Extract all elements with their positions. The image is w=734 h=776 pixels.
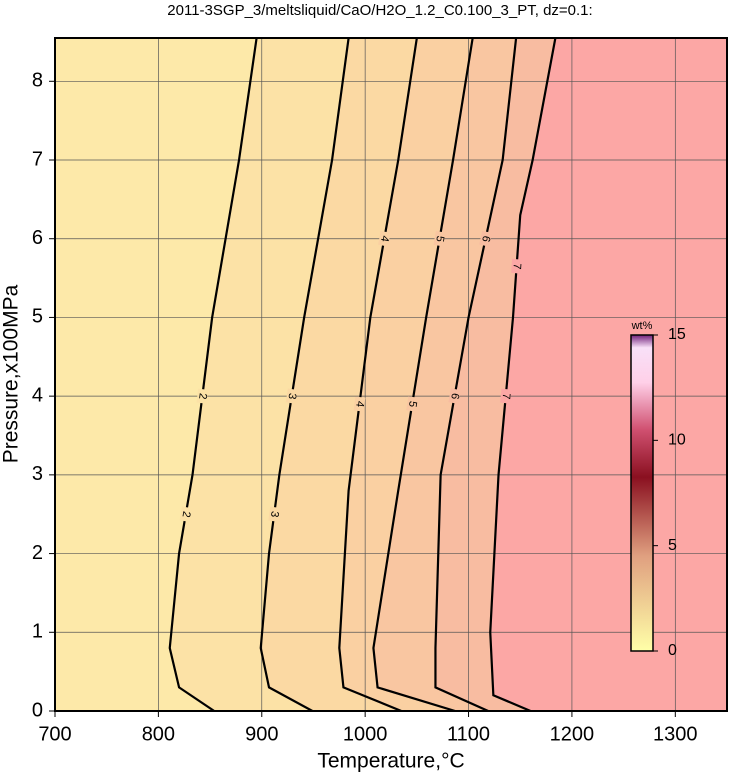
- y-tick-label: 0: [32, 699, 43, 721]
- contour-label: 6: [479, 234, 492, 243]
- x-axis-label: Temperature,°C: [317, 750, 464, 773]
- x-tick-label: 1200: [550, 723, 595, 745]
- x-tick-label: 700: [38, 723, 71, 745]
- y-tick-label: 6: [32, 227, 43, 249]
- y-tick-label: 1: [32, 621, 43, 643]
- contour-band: [55, 38, 257, 711]
- contour-band: [435, 38, 556, 711]
- y-tick-label: 3: [32, 463, 43, 485]
- contour-label-bg: [511, 258, 523, 274]
- colorbar-tick-label: 0: [668, 642, 677, 659]
- y-tick-label: 5: [32, 306, 43, 328]
- contour-band: [490, 38, 727, 711]
- contour-label: 7: [511, 263, 523, 270]
- contour-band: [260, 38, 417, 711]
- colorbar-label: wt%: [631, 320, 653, 332]
- x-tick-label: 1000: [343, 723, 388, 745]
- contour-label-bg: [448, 388, 461, 404]
- x-tick-label: 1100: [447, 723, 490, 745]
- contour-label-bg: [353, 396, 366, 412]
- contour-label-bg: [285, 388, 298, 404]
- y-axis-label: Pressure,x100MPa: [0, 284, 23, 463]
- contour-label: 5: [433, 235, 446, 243]
- contour-label: 3: [285, 392, 298, 400]
- x-tick-label: 1300: [653, 723, 698, 745]
- contour-label: 2: [196, 392, 209, 400]
- contour-band: [169, 38, 349, 711]
- y-tick-label: 7: [32, 148, 43, 170]
- overlay: 700 800 900 1000 1100 1200 1300 0 1 2 3 4 5 6 7 8 wt% 0 5 1…: [32, 37, 728, 745]
- contour-label-bg: [433, 230, 446, 247]
- contour-label: 3: [268, 510, 281, 518]
- y-tick-label: 8: [32, 70, 43, 92]
- contour-label-bg: [479, 230, 492, 247]
- colorbar-tick-label: 10: [668, 432, 686, 449]
- contour-label: 2: [179, 510, 192, 518]
- contour-line: [372, 38, 474, 711]
- contour-label-bg: [500, 388, 512, 404]
- contour-label: 4: [378, 235, 391, 243]
- colorbar-tick-label: 15: [668, 326, 686, 343]
- x-tick-label: 800: [142, 723, 175, 745]
- y-tick-label: 4: [32, 384, 43, 406]
- contour-label: 5: [406, 400, 419, 408]
- contour-label-bg: [179, 506, 192, 522]
- contour-label: 7: [500, 393, 513, 400]
- contour-label-bg: [268, 506, 281, 522]
- colorbar-tick-label: 5: [668, 537, 677, 554]
- contour-label: 4: [353, 400, 366, 408]
- contour-label-bg: [406, 396, 419, 412]
- y-tick-label: 2: [32, 542, 43, 564]
- contour-band: [373, 38, 517, 711]
- contour-line: [338, 38, 418, 711]
- contour-label: 6: [448, 392, 461, 400]
- contour-line: [434, 38, 518, 711]
- contour-label-bg: [378, 230, 391, 247]
- plot-frame: [54, 37, 728, 712]
- chart-title: 2011-3SGP_3/meltsliquid/CaO/H2O_1.2_C0.1…: [167, 2, 592, 19]
- colorbar: [630, 334, 654, 652]
- plot-area: 2 2 3 3 4 4 5 5 6 6 7 7: [55, 38, 727, 711]
- x-tick-label: 900: [245, 723, 278, 745]
- contour-band: [339, 38, 473, 711]
- contour-label-bg: [196, 388, 209, 404]
